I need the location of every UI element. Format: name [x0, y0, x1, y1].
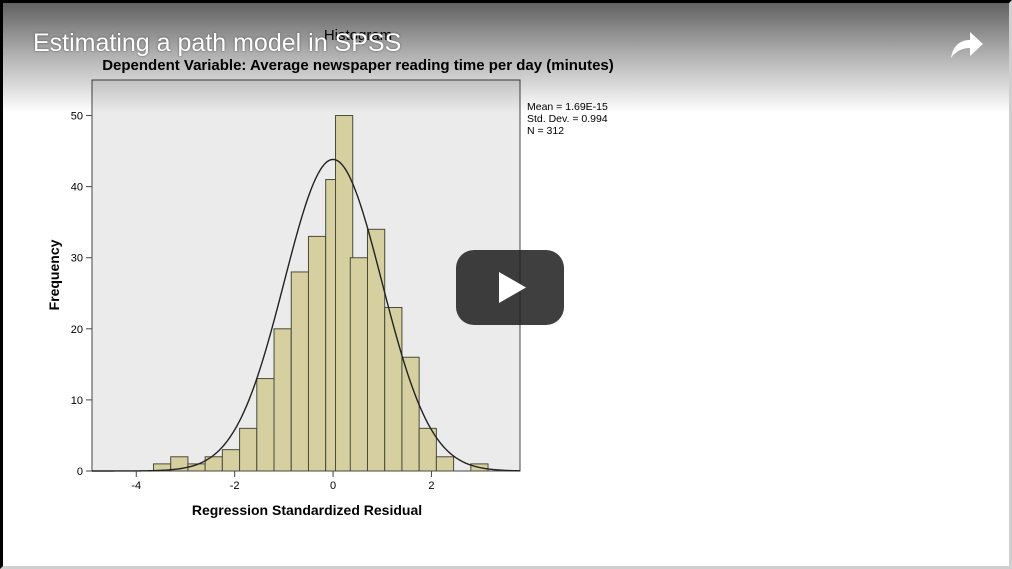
x-tick-label: 2 [428, 480, 434, 492]
histogram-bar [401, 356, 420, 472]
video-title[interactable]: Estimating a path model in SPSS [33, 29, 402, 57]
play-icon [499, 272, 526, 303]
stats-legend: Mean = 1.69E-15 Std. Dev. = 0.994 N = 31… [527, 101, 608, 137]
histogram-bar [435, 456, 455, 472]
chart-subtitle: Dependent Variable: Average newspaper re… [102, 57, 614, 74]
histogram-bar [256, 378, 275, 472]
play-button[interactable] [456, 250, 564, 325]
y-axis-label: Frequency [46, 239, 62, 310]
histogram-chart: Histogram Dependent Variable: Average ne… [46, 27, 614, 518]
y-tick-label: 30 [71, 253, 83, 265]
y-tick-label: 10 [71, 395, 83, 407]
share-button[interactable] [943, 27, 987, 63]
normal-curve [92, 158, 521, 472]
x-tick-label: -2 [230, 480, 240, 492]
histogram-bar [290, 271, 309, 472]
histogram-bar [307, 235, 327, 472]
x-tick-label: -4 [131, 480, 141, 492]
stats-n: N = 312 [527, 125, 564, 137]
stats-std-dev: Std. Dev. = 0.994 [527, 113, 608, 125]
y-tick-label: 50 [71, 111, 83, 123]
y-tick-label: 40 [71, 182, 83, 194]
stats-mean: Mean = 1.69E-15 [527, 101, 608, 113]
y-tick-label: 0 [77, 466, 83, 478]
x-tick-label: 0 [330, 480, 336, 492]
histogram-bar [273, 328, 292, 472]
histogram-bar [239, 427, 258, 472]
histogram-bar [384, 306, 403, 472]
y-tick-label: 20 [71, 324, 83, 336]
x-axis-label: Regression Standardized Residual [192, 502, 422, 518]
histogram-bar [366, 228, 386, 472]
histogram-bar [349, 257, 368, 472]
share-arrow-icon [951, 32, 983, 58]
histogram-bar [221, 449, 241, 472]
histogram-bar [418, 427, 437, 472]
